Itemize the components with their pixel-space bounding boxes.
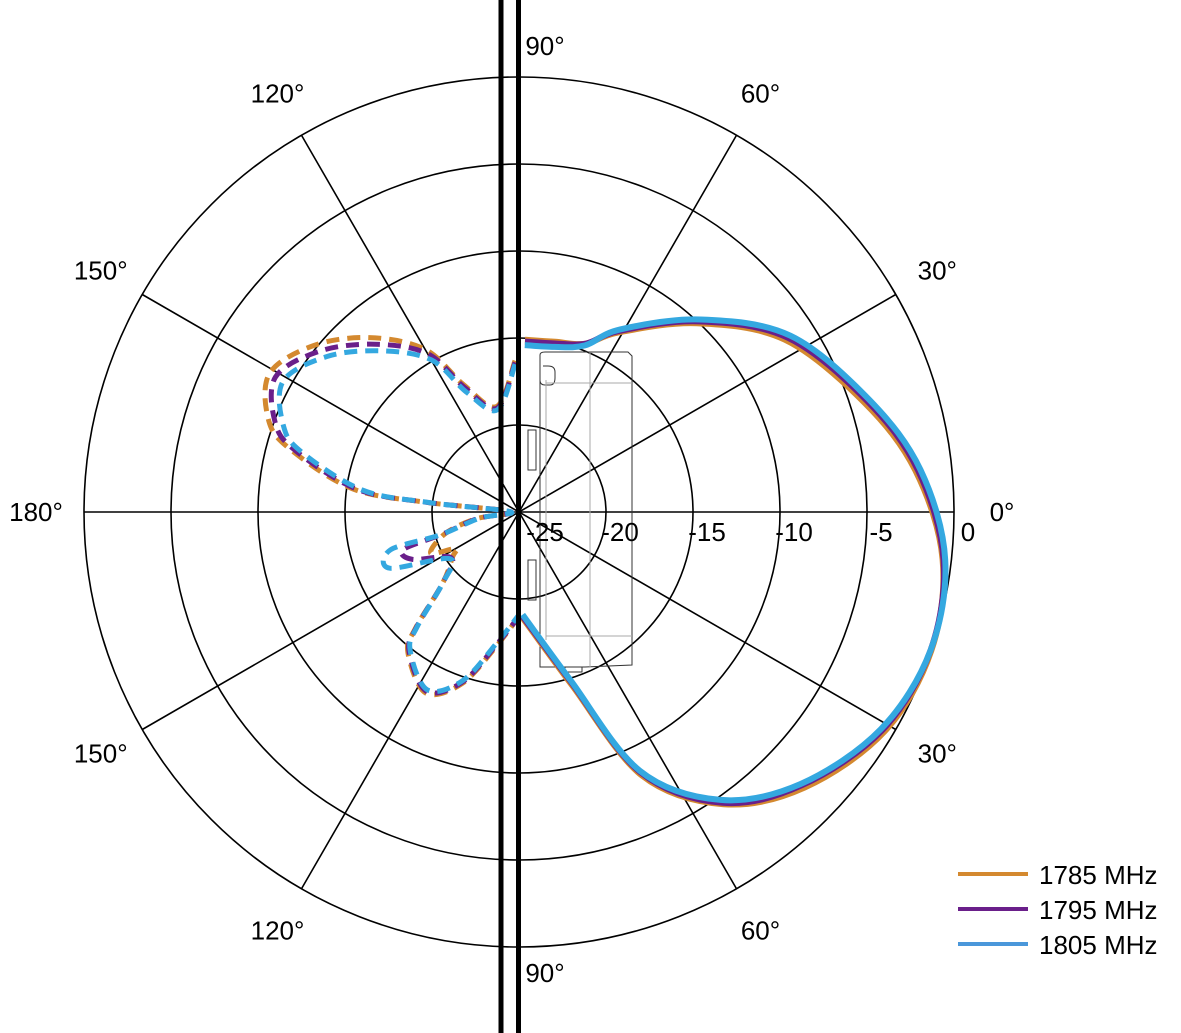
angle-tick-label: 0°: [990, 497, 1015, 527]
legend: 1785 MHz 1795 MHz 1805 MHz: [958, 860, 1158, 960]
angle-tick-label: 90°: [525, 31, 564, 61]
radial-tick-label: -10: [775, 517, 813, 547]
angle-tick-label: 90°: [525, 958, 564, 988]
angle-tick-label: 60°: [741, 915, 780, 945]
angle-tick-label: 150°: [74, 256, 128, 286]
mounting-pole-right: [516, 0, 521, 1033]
antenna-device-outline: [527, 351, 633, 673]
radial-tick-label: -15: [688, 517, 726, 547]
radial-tick-label: -20: [601, 517, 639, 547]
angle-tick-label: 30°: [918, 256, 957, 286]
axis-labels: -25 -20 -15 -10 -5 0 90° 60° 30° 0° 180° 150° 120° 30…: [9, 31, 1014, 988]
legend-label: 1805 MHz: [1039, 930, 1158, 960]
radial-tick-label: 0: [961, 517, 975, 547]
angle-tick-label: 120°: [251, 79, 305, 109]
series-back-lobe-0: [262, 335, 521, 698]
legend-label: 1795 MHz: [1039, 895, 1158, 925]
angle-tick-label: 30°: [918, 739, 957, 769]
series-back-lobe-2: [276, 348, 521, 695]
series-front-lobe-2: [520, 316, 949, 804]
series-layer: [262, 316, 949, 808]
angle-tick-label: 60°: [741, 79, 780, 109]
angle-tick-label: 180°: [9, 497, 63, 527]
radial-tick-label: -5: [869, 517, 892, 547]
angle-tick-label: 120°: [251, 915, 305, 945]
angle-tick-label: 150°: [74, 739, 128, 769]
mounting-pole-left: [498, 0, 504, 1033]
legend-label: 1785 MHz: [1039, 860, 1158, 890]
radial-tick-label: -25: [526, 517, 564, 547]
